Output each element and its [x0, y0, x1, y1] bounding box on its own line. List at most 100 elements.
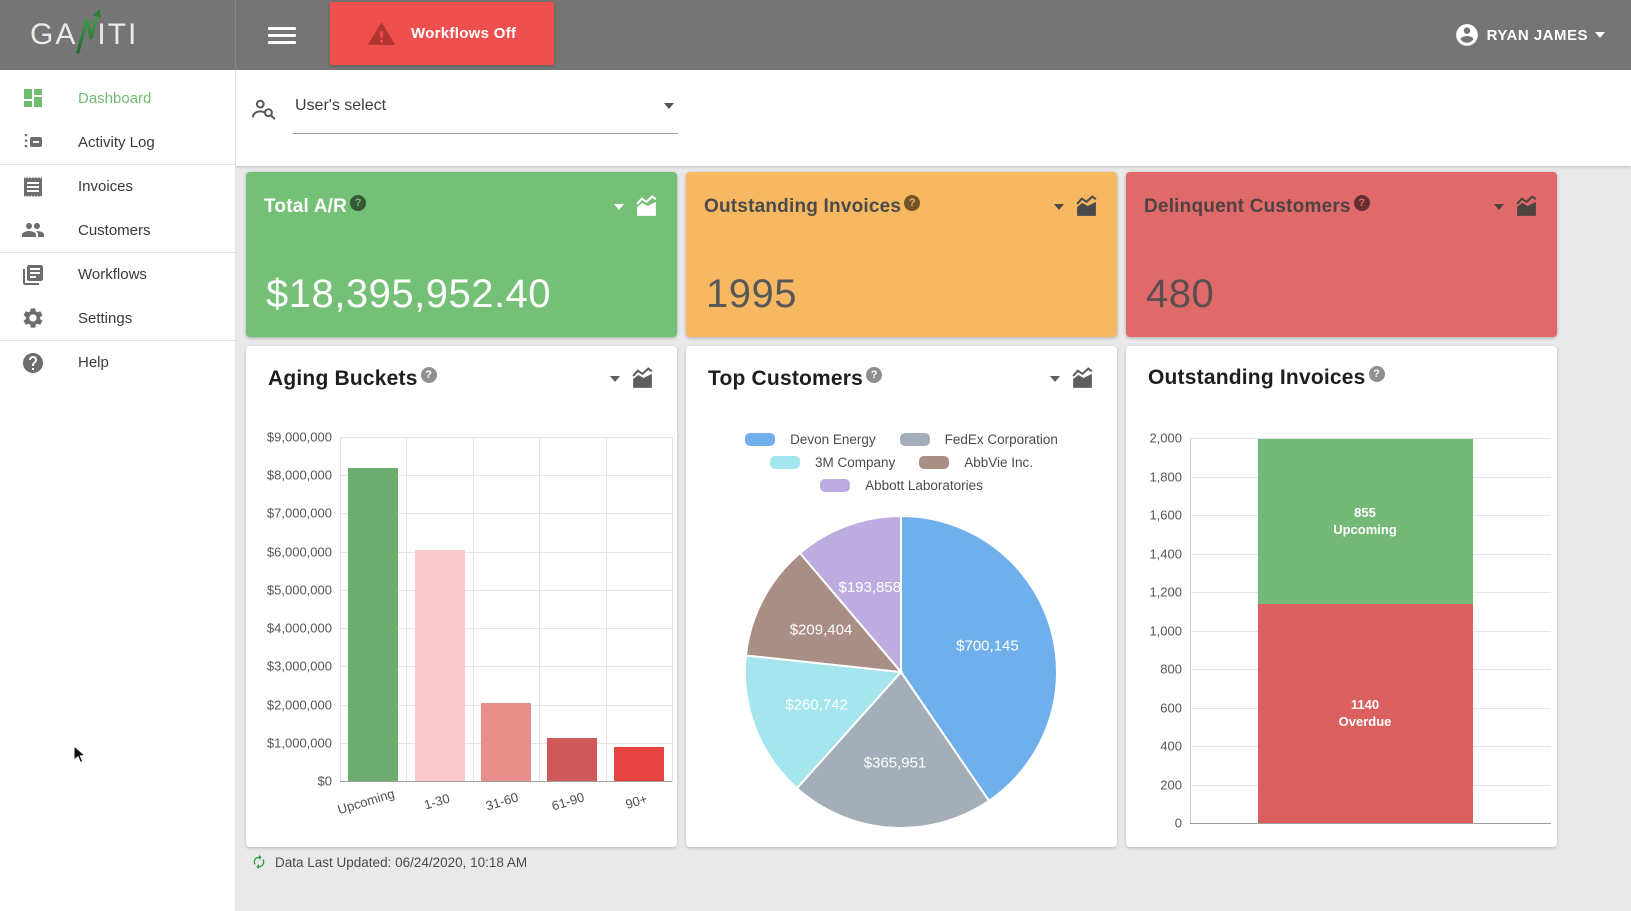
- gridline: [340, 475, 672, 477]
- legend-item[interactable]: AbbVie Inc.: [919, 455, 1033, 470]
- workflows-off-button[interactable]: Workflows Off: [330, 2, 555, 65]
- y-tick-label: $7,000,000: [266, 505, 332, 521]
- x-tick-label: 90+: [623, 791, 649, 812]
- y-tick-label: $4,000,000: [266, 620, 332, 636]
- sidebar-item-activity-log[interactable]: Activity Log: [0, 120, 235, 164]
- chevron-down-icon: [1595, 32, 1605, 38]
- pie-slice-label: $193,858: [839, 579, 902, 596]
- legend-item[interactable]: FedEx Corporation: [899, 432, 1058, 447]
- pie-slice-abbott-laboratories[interactable]: [798, 514, 902, 675]
- activity-log-icon: [21, 130, 45, 154]
- gridline: [1190, 823, 1551, 824]
- x-tick-label: 1-30: [421, 790, 452, 813]
- sidebar-item-invoices[interactable]: Invoices: [0, 164, 235, 208]
- stack-segment-upcoming[interactable]: [1257, 438, 1473, 604]
- y-tick-label: 0: [1174, 815, 1182, 831]
- sidebar-item-customers[interactable]: Customers: [0, 208, 235, 252]
- sidebar-item-dashboard[interactable]: Dashboard: [0, 76, 235, 120]
- sidebar-item-workflows[interactable]: Workflows: [0, 252, 235, 296]
- area-chart-icon[interactable]: [1514, 194, 1539, 219]
- user-name: RYAN JAMES: [1486, 26, 1588, 44]
- chart-title: Top Customers: [708, 366, 864, 390]
- logo-text-right: ITI: [97, 18, 139, 51]
- y-tick-label: $8,000,000: [266, 467, 332, 483]
- avatar-icon: [1454, 22, 1480, 48]
- dashboard-icon: [21, 86, 45, 110]
- kpi-title: Delinquent Customers: [1144, 195, 1351, 217]
- bar-Upcoming[interactable]: [348, 467, 399, 781]
- kpi-menu-caret-icon[interactable]: [614, 203, 624, 210]
- gaviti-logo[interactable]: GA ITI: [0, 0, 236, 70]
- help-tooltip-icon[interactable]: [866, 366, 883, 383]
- legend-item[interactable]: Abbott Laboratories: [820, 478, 983, 493]
- gridline: [340, 666, 672, 668]
- filter-band: User's select: [236, 70, 1631, 166]
- bar-1-30[interactable]: [414, 549, 465, 781]
- sidebar-item-label: Help: [78, 354, 109, 371]
- user-select-dropdown[interactable]: User's select: [250, 90, 678, 134]
- last-updated-text: Data Last Updated: 06/24/2020, 10:18 AM: [275, 854, 528, 870]
- refresh-icon[interactable]: [251, 854, 267, 870]
- legend-swatch: [899, 433, 930, 446]
- legend-label: Devon Energy: [790, 432, 876, 447]
- select-caret-icon: [664, 103, 674, 109]
- chart-title: Aging Buckets: [268, 366, 418, 390]
- y-tick-label: 1,000: [1149, 623, 1182, 638]
- gridline: [340, 589, 672, 591]
- kpi-value: 1995: [706, 272, 797, 316]
- kpi-menu-caret-icon[interactable]: [1494, 203, 1504, 210]
- bar-31-60[interactable]: [481, 702, 531, 781]
- chart-menu-caret-icon[interactable]: [610, 375, 620, 382]
- y-axis-line: [1190, 438, 1191, 823]
- legend-swatch: [919, 456, 950, 469]
- pie-slice-abbvie-inc-[interactable]: [744, 551, 904, 674]
- area-chart-icon[interactable]: [1074, 194, 1099, 219]
- legend-item[interactable]: Devon Energy: [745, 432, 876, 447]
- legend-item[interactable]: 3M Company: [769, 455, 895, 470]
- help-tooltip-icon[interactable]: [904, 194, 921, 211]
- menu-toggle-button[interactable]: [262, 21, 302, 50]
- legend-row: Devon Energy FedEx Corporation: [745, 432, 1058, 447]
- area-chart-icon[interactable]: [630, 366, 655, 391]
- y-tick-label: 600: [1160, 700, 1182, 715]
- gridline: [406, 437, 408, 781]
- pie-slice-3m-company[interactable]: [744, 654, 904, 790]
- user-select-field: User's select: [293, 90, 678, 134]
- help-tooltip-icon[interactable]: [420, 366, 437, 383]
- area-chart-icon[interactable]: [634, 194, 659, 219]
- pie-slice-fedex-corporation[interactable]: [795, 670, 991, 829]
- chart-menu-caret-icon[interactable]: [1050, 375, 1060, 382]
- help-tooltip-icon[interactable]: [350, 194, 367, 211]
- pie-slice-devon-energy[interactable]: [900, 514, 1058, 803]
- sidebar-item-label: Invoices: [78, 178, 134, 195]
- chart-card-top-customers: Top Customers Devon Energy FedEx Corporat…: [686, 346, 1117, 847]
- sidebar-item-settings[interactable]: Settings: [0, 296, 235, 340]
- gridline: [340, 628, 672, 630]
- help-tooltip-icon[interactable]: [1353, 194, 1370, 211]
- bar-90+[interactable]: [613, 747, 664, 781]
- workflows-icon: [21, 263, 45, 287]
- topbar-main: Workflows Off RYAN JAMES: [236, 0, 1631, 70]
- stack-segment-overdue[interactable]: [1257, 603, 1473, 823]
- dashboard-cards: Total A/R $18,395,952.40 Outstanding Inv…: [236, 166, 1631, 847]
- user-menu[interactable]: RYAN JAMES: [1454, 22, 1605, 48]
- area-chart-icon[interactable]: [1070, 366, 1095, 391]
- stack-segment-label: 1140 Overdue: [1338, 697, 1392, 730]
- kpi-menu-caret-icon[interactable]: [1054, 203, 1064, 210]
- y-tick-label: 1,200: [1149, 584, 1182, 600]
- legend-swatch: [769, 456, 800, 469]
- y-tick-label: $2,000,000: [266, 697, 332, 713]
- y-tick-label: 2,000: [1149, 430, 1182, 446]
- bar-61-90[interactable]: [547, 737, 598, 781]
- customers-icon: [21, 218, 45, 242]
- y-tick-label: 1,400: [1149, 546, 1182, 561]
- logo-text-left: GA: [30, 18, 78, 51]
- legend-swatch: [820, 479, 851, 492]
- chart-card-aging-buckets: Aging Buckets $9,000,000 $8,000,000 $7,000…: [246, 346, 677, 847]
- gridline: [340, 551, 672, 553]
- kpi-value: 480: [1146, 272, 1215, 316]
- help-tooltip-icon[interactable]: [1368, 366, 1385, 382]
- sidebar-item-help[interactable]: Help: [0, 340, 235, 384]
- main-content: User's select Total A/R: [236, 70, 1631, 911]
